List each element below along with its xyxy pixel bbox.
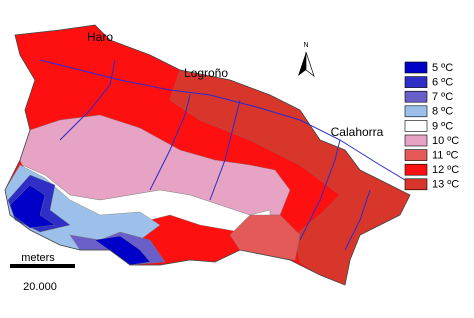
arrow-half xyxy=(298,52,306,76)
legend-swatch xyxy=(404,120,428,132)
legend-label: 10 ºC xyxy=(432,135,459,147)
zone xyxy=(229,214,301,261)
river xyxy=(299,139,341,241)
scale-unit: meters xyxy=(21,252,55,264)
legend-label: 13 ºC xyxy=(432,179,459,191)
scale-bar-rect xyxy=(10,264,75,268)
river xyxy=(39,59,406,181)
legend-label: 5 ºC xyxy=(432,62,453,74)
river xyxy=(59,59,116,141)
legend-label: 12 ºC xyxy=(432,164,459,176)
legend-label: 8 ºC xyxy=(432,106,453,118)
city-label: Calahorra xyxy=(331,125,384,139)
legend-label: 11 ºC xyxy=(432,150,458,162)
temperature-zones xyxy=(4,24,411,286)
legend-swatch xyxy=(404,76,428,88)
scale-label: 20.000 xyxy=(23,281,57,293)
legend: 5 ºC 6 ºC 7 ºC 8 ºC 9 ºC 10 ºC 11 ºC 12 ºC 13 ºC xyxy=(404,61,459,191)
river xyxy=(149,94,191,191)
river xyxy=(209,99,241,201)
legend-label: 9 ºC xyxy=(432,120,453,132)
city-label: Logroño xyxy=(184,66,228,80)
city-label: Haro xyxy=(87,30,113,44)
region-border xyxy=(4,24,411,286)
north-arrow: N xyxy=(298,42,315,77)
legend-swatch xyxy=(404,134,428,147)
legend-label: 7 ºC xyxy=(432,91,453,103)
river xyxy=(344,189,371,251)
rivers xyxy=(39,59,406,251)
legend-swatch xyxy=(404,61,428,74)
scale-bar: meters 20.000 xyxy=(10,252,75,293)
arrow-half xyxy=(305,51,315,77)
legend-swatch xyxy=(404,90,428,103)
legend-swatch xyxy=(404,105,428,118)
north-label: N xyxy=(303,42,308,49)
legend-swatch xyxy=(404,163,428,176)
legend-swatch xyxy=(404,178,428,191)
legend-swatch xyxy=(404,149,428,161)
legend-label: 6 ºC xyxy=(432,77,453,89)
